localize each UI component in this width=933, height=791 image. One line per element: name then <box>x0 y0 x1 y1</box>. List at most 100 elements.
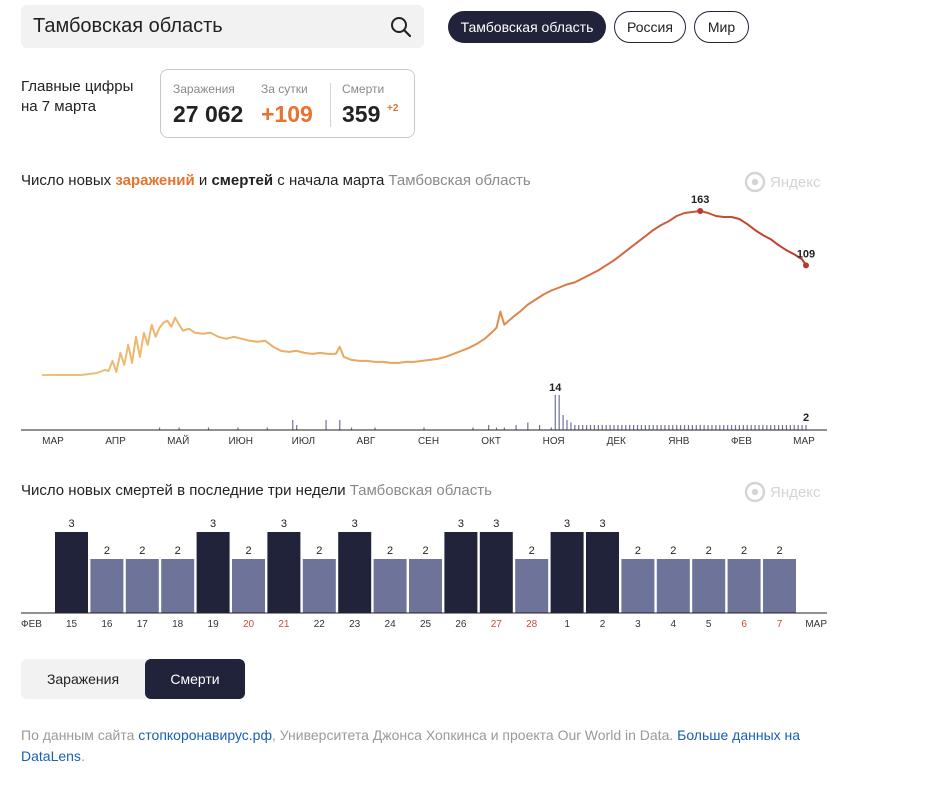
death-bar-6 <box>296 425 298 430</box>
month-tick-4: ИЮЛ <box>292 436 315 447</box>
month-tick-7: ОКТ <box>481 436 501 447</box>
toggle-deaths[interactable]: Смерти <box>145 659 245 699</box>
deaths-delta: +2 <box>387 103 399 114</box>
death-bar-day-20 <box>232 559 265 613</box>
death-bar-80 <box>789 425 791 430</box>
toggle-infections[interactable]: Заражения <box>46 671 120 687</box>
death-bar-60 <box>711 425 713 430</box>
month-tick-8: НОЯ <box>543 436 565 447</box>
chip-russia[interactable]: Россия <box>614 11 686 43</box>
day-tick-23: 23 <box>349 619 361 630</box>
search-box[interactable]: Тамбовская область <box>21 5 424 48</box>
death-bar-46 <box>656 425 658 430</box>
death-bar-44 <box>648 425 650 430</box>
death-bar-day-6 <box>727 559 761 613</box>
death-bar-29 <box>589 425 592 430</box>
death-bar-70 <box>750 425 752 430</box>
death-bar-64 <box>727 425 729 430</box>
death-bar-82 <box>797 425 799 430</box>
chart1-title-deaths: смертей <box>211 172 274 189</box>
death-bar-84 <box>805 425 807 430</box>
month-tick-2: МАЙ <box>167 434 189 447</box>
deaths-bars <box>158 395 807 430</box>
day-tick-3: 3 <box>635 619 641 630</box>
chip-tambov[interactable]: Тамбовская область <box>448 11 606 43</box>
link-datalens[interactable]: Больше данных на DataLens <box>21 727 801 764</box>
death-bar-39 <box>629 425 631 430</box>
death-bar-13 <box>488 425 490 430</box>
day-tick-7: 7 <box>777 619 783 630</box>
death-bar-79 <box>785 425 788 430</box>
death-bar-day-21 <box>267 532 301 613</box>
death-bar-62 <box>719 425 721 430</box>
death-bar-37 <box>621 425 623 430</box>
death-bar-day-25 <box>409 559 442 613</box>
death-bar-day-3 <box>621 559 655 613</box>
death-bar-7 <box>325 420 327 430</box>
deaths-3w-bars <box>55 532 796 613</box>
death-bar-56 <box>695 425 697 430</box>
summary-label: Главные цифры на 7 марта <box>21 77 133 117</box>
death-bar-52 <box>680 425 682 430</box>
death-bar-42 <box>640 425 643 430</box>
day-tick-19: 19 <box>208 619 220 630</box>
day-tick-6: 6 <box>741 619 747 630</box>
death-value-day-15: 3 <box>68 518 74 530</box>
death-bar-24 <box>570 422 572 430</box>
death-bar-20 <box>554 395 556 430</box>
deaths-label-3: 2 <box>803 412 809 424</box>
death-bar-4 <box>266 427 268 430</box>
death-bar-55 <box>691 425 693 430</box>
death-bar-day-18 <box>161 559 195 613</box>
chart2-labels: 3152162172183192203212223232242253263272… <box>21 518 827 630</box>
footer: По данным сайта стопкоронавирус.рф, Унив… <box>21 725 821 767</box>
death-bar-50 <box>672 425 674 430</box>
death-value-day-25: 2 <box>422 545 428 557</box>
chart1-title-cases: заражений <box>115 172 195 189</box>
death-bar-61 <box>715 425 717 430</box>
month-tick-9: ДЕК <box>607 436 626 447</box>
death-bar-18 <box>538 425 541 430</box>
start-month-label: ФЕВ <box>21 619 42 630</box>
summary-date: на 7 марта <box>21 98 97 115</box>
death-bar-14 <box>495 427 498 430</box>
cases-label-1: 109 <box>797 248 815 260</box>
day-tick-22: 22 <box>314 619 326 630</box>
death-bar-day-27 <box>479 532 513 613</box>
death-value-day-1: 3 <box>564 518 570 530</box>
link-stopcoronavirus[interactable]: стопкоронавирус.рф <box>138 727 272 743</box>
death-bar-31 <box>597 425 599 430</box>
month-tick-12: МАР <box>793 436 815 447</box>
day-tick-26: 26 <box>455 619 467 630</box>
yandex-logo-text: Яндекс <box>770 174 821 191</box>
search-icon[interactable] <box>390 16 412 38</box>
death-bar-day-16 <box>90 559 124 613</box>
death-bar-78 <box>781 425 784 430</box>
cases-point-1 <box>803 262 809 269</box>
stats-divider <box>330 83 331 127</box>
death-bar-81 <box>793 425 795 430</box>
death-value-day-6: 2 <box>741 545 747 557</box>
chip-world[interactable]: Мир <box>694 11 749 43</box>
day-tick-21: 21 <box>278 619 290 630</box>
chart2-title: Число новых смертей в последние три неде… <box>21 482 492 499</box>
month-tick-10: ЯНВ <box>668 436 689 447</box>
death-bar-47 <box>660 425 662 430</box>
chart2-canvas: 3152162172183192203212223232242253263272… <box>21 518 827 630</box>
day-tick-2: 2 <box>600 619 606 630</box>
death-value-day-22: 2 <box>316 545 322 557</box>
death-value-day-3: 2 <box>635 545 641 557</box>
death-value-day-24: 2 <box>387 545 393 557</box>
death-bar-25 <box>574 425 576 430</box>
day-tick-5: 5 <box>706 619 712 630</box>
chart1-region: Тамбовская область <box>388 172 531 189</box>
death-bar-43 <box>644 425 646 430</box>
chart1-ticks: МАР АПР МАЙ ИЮН ИЮЛ АВГ СЕН ОКТ НОЯ ДЕК ЯНВ ФЕВ МАР <box>42 434 815 447</box>
chart2-title-text: Число новых смертей в последние три неде… <box>21 482 346 499</box>
death-value-day-16: 2 <box>104 545 110 557</box>
search-input[interactable]: Тамбовская область <box>33 15 223 37</box>
chart1-canvas: МАР АПР МАЙ ИЮН ИЮЛ АВГ СЕН ОКТ НОЯ ДЕК ЯНВ ФЕВ МАР … <box>21 195 827 447</box>
death-value-day-28: 2 <box>529 545 535 557</box>
death-bar-57 <box>699 425 701 430</box>
death-bar-day-28 <box>515 559 549 613</box>
